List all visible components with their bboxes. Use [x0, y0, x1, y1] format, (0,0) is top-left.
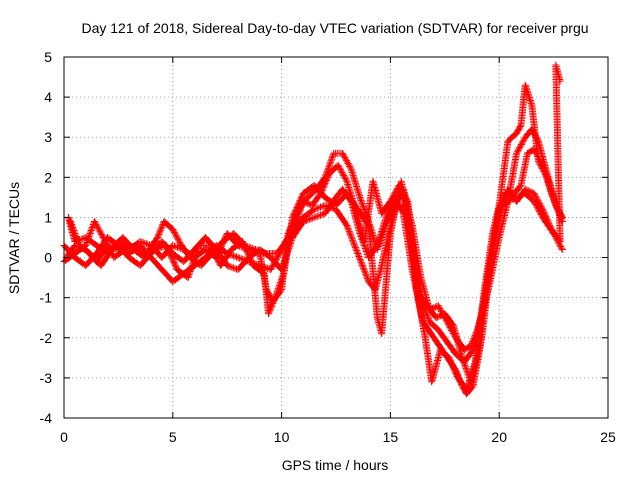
y-tick-label: 2: [44, 169, 52, 185]
y-tick-label: -2: [40, 330, 53, 346]
y-axis-label: SDTVAR / TECUs: [6, 182, 22, 294]
gridlines: [64, 57, 608, 418]
y-tick-label: -3: [40, 370, 53, 386]
x-tick-label: 20: [491, 429, 507, 445]
y-tick-label: 3: [44, 129, 52, 145]
x-tick-label: 5: [169, 429, 177, 445]
y-tick-label: 1: [44, 209, 52, 225]
y-tick-label: -4: [40, 410, 53, 426]
x-tick-label: 10: [274, 429, 290, 445]
series-markers: [67, 61, 564, 386]
y-tick-label: -1: [40, 290, 53, 306]
axis-ticks: 0 5 10 15 20 25 -4 -3 -2 -1 0 1 2 3 4 5: [40, 49, 616, 445]
series-track-5: [67, 61, 564, 386]
y-tick-label: 5: [44, 49, 52, 65]
y-tick-label: 0: [44, 250, 52, 266]
chart-title: Day 121 of 2018, Sidereal Day-to-day VTE…: [81, 20, 588, 36]
y-tick-label: 4: [44, 89, 52, 105]
x-tick-label: 15: [383, 429, 399, 445]
x-axis-label: GPS time / hours: [282, 457, 389, 473]
plot-frame: [63, 56, 609, 419]
x-tick-label: 0: [60, 429, 68, 445]
x-tick-label: 25: [600, 429, 616, 445]
